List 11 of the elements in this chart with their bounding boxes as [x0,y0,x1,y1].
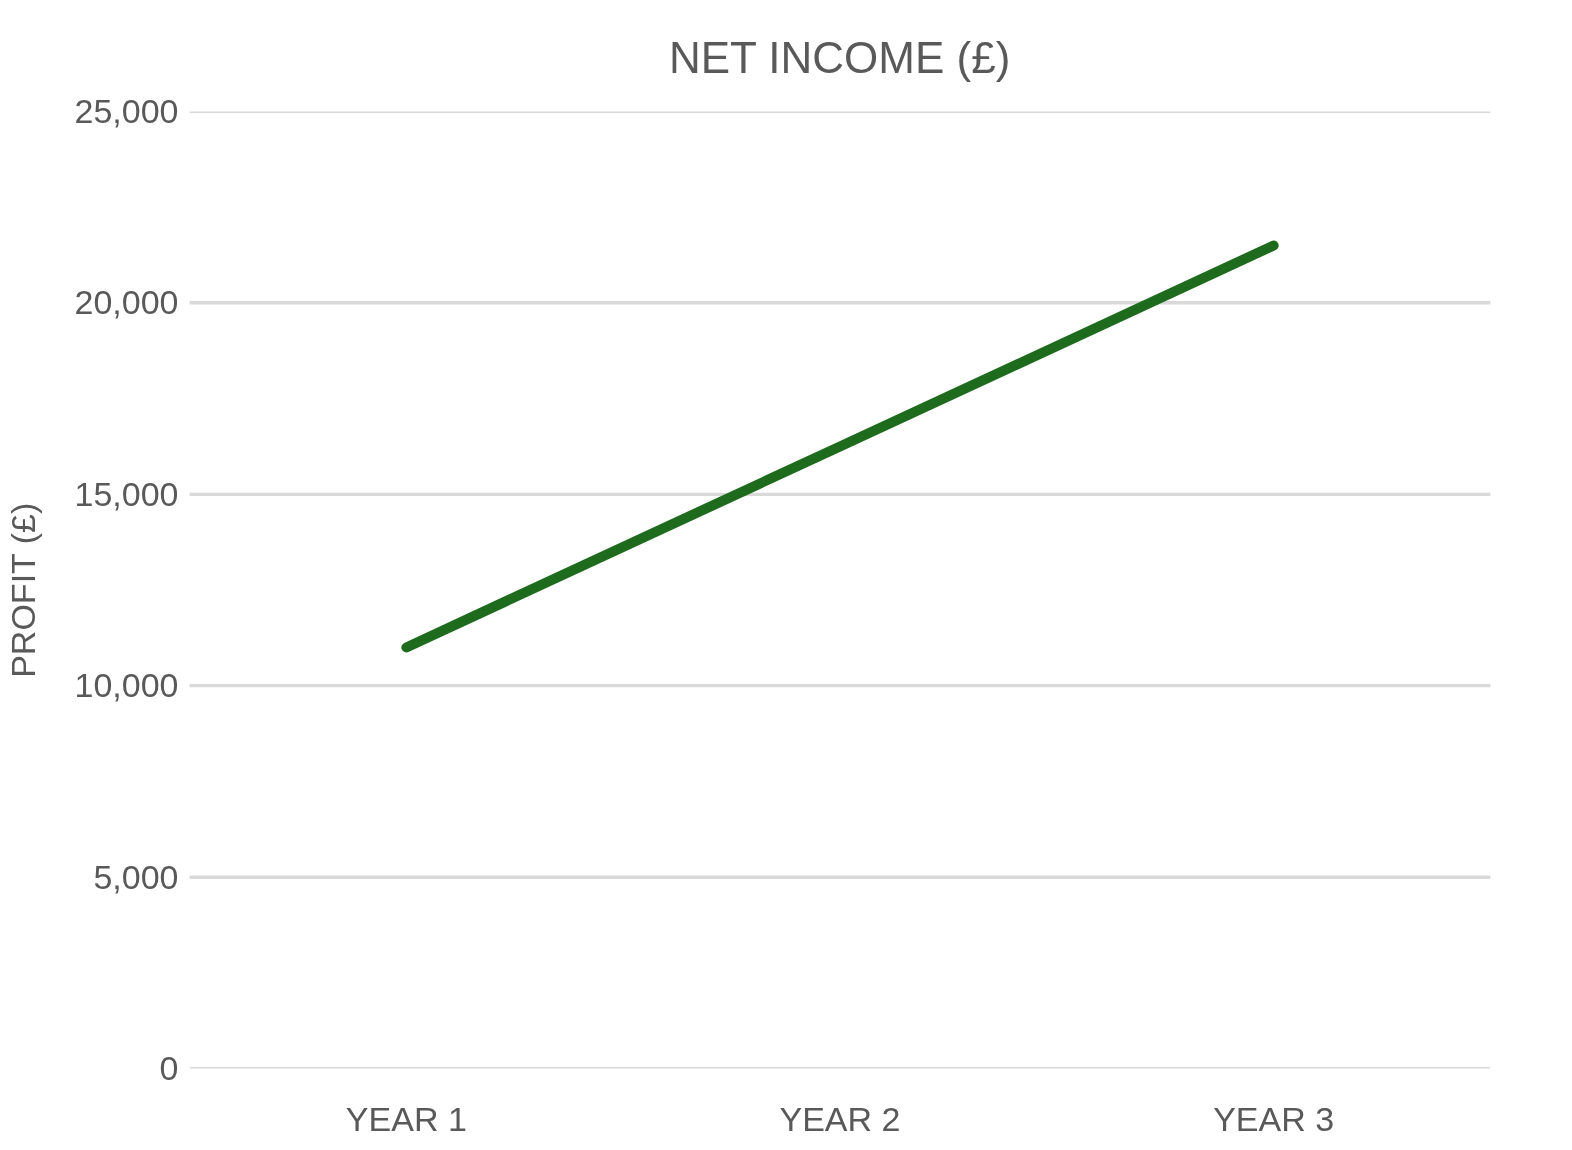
y-axis-title: PROFIT (£) [3,502,42,678]
chart-title: NET INCOME (£) [668,32,1011,82]
y-tick-label: 20,000 [74,283,179,322]
y-tick-label: 15,000 [74,474,179,513]
x-tick-label: YEAR 1 [345,1099,467,1138]
x-tick-label: YEAR 2 [779,1099,901,1138]
y-tick-label: 25,000 [74,92,179,130]
y-tick-label: 0 [159,1049,179,1087]
y-tick-label: 10,000 [74,666,179,705]
y-tick-label: 5,000 [93,857,179,896]
x-tick-label: YEAR 3 [1213,1099,1335,1138]
